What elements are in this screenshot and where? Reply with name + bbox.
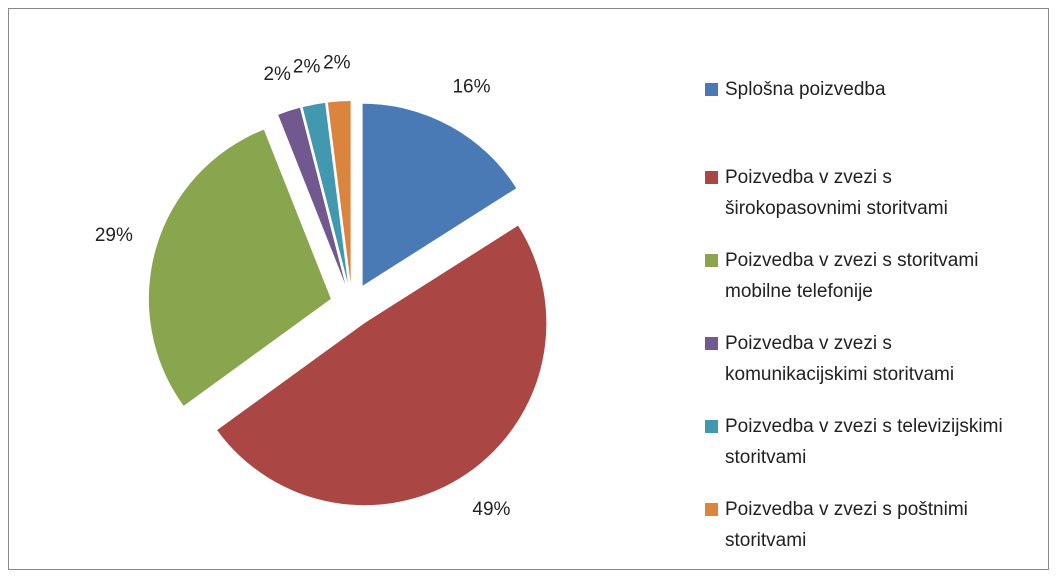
legend-label: Poizvedba v zvezi s storitvami mobilne t…	[725, 250, 979, 302]
data-label: 16%	[452, 77, 490, 98]
chart-border	[8, 8, 1049, 570]
legend-entry: Poizvedba v zvezi s komunikacijskimi sto…	[705, 328, 1025, 411]
pie-slice	[327, 101, 351, 284]
legend-entry: Poizvedba v zvezi s poštnimi storitvami	[705, 494, 1025, 577]
legend-entry: Poizvedba v zvezi s širokopasovnimi stor…	[705, 162, 1025, 245]
data-label: 29%	[95, 225, 133, 246]
legend-swatch	[705, 337, 718, 350]
legend-swatch	[705, 254, 718, 267]
legend-swatch	[705, 83, 718, 96]
data-label: 2%	[323, 52, 351, 73]
pie-slice	[217, 225, 547, 506]
legend-entry: Splošna poizvedba	[705, 74, 1025, 162]
legend-swatch	[705, 171, 718, 184]
legend-label: Poizvedba v zvezi s poštnimi storitvami	[725, 499, 968, 551]
pie-slice	[278, 107, 346, 285]
legend-swatch	[705, 503, 718, 516]
pie-slice	[362, 103, 517, 286]
legend-label: Splošna poizvedba	[725, 79, 886, 100]
data-label: 2%	[263, 64, 291, 85]
legend: Splošna poizvedba Poizvedba v zvezi s šir…	[705, 74, 1025, 577]
legend-label: Poizvedba v zvezi s komunikacijskimi sto…	[725, 333, 955, 385]
legend-swatch	[705, 420, 718, 433]
pie-slice	[148, 129, 331, 406]
legend-entry: Poizvedba v zvezi s televizijskimi stori…	[705, 411, 1025, 494]
legend-label: Poizvedba v zvezi s širokopasovnimi stor…	[725, 167, 948, 219]
data-label: 49%	[472, 499, 510, 520]
pie-slice	[302, 102, 348, 284]
data-label: 2%	[293, 56, 321, 77]
legend-entry: Poizvedba v zvezi s storitvami mobilne t…	[705, 245, 1025, 328]
legend-label: Poizvedba v zvezi s televizijskimi stori…	[725, 416, 1003, 468]
